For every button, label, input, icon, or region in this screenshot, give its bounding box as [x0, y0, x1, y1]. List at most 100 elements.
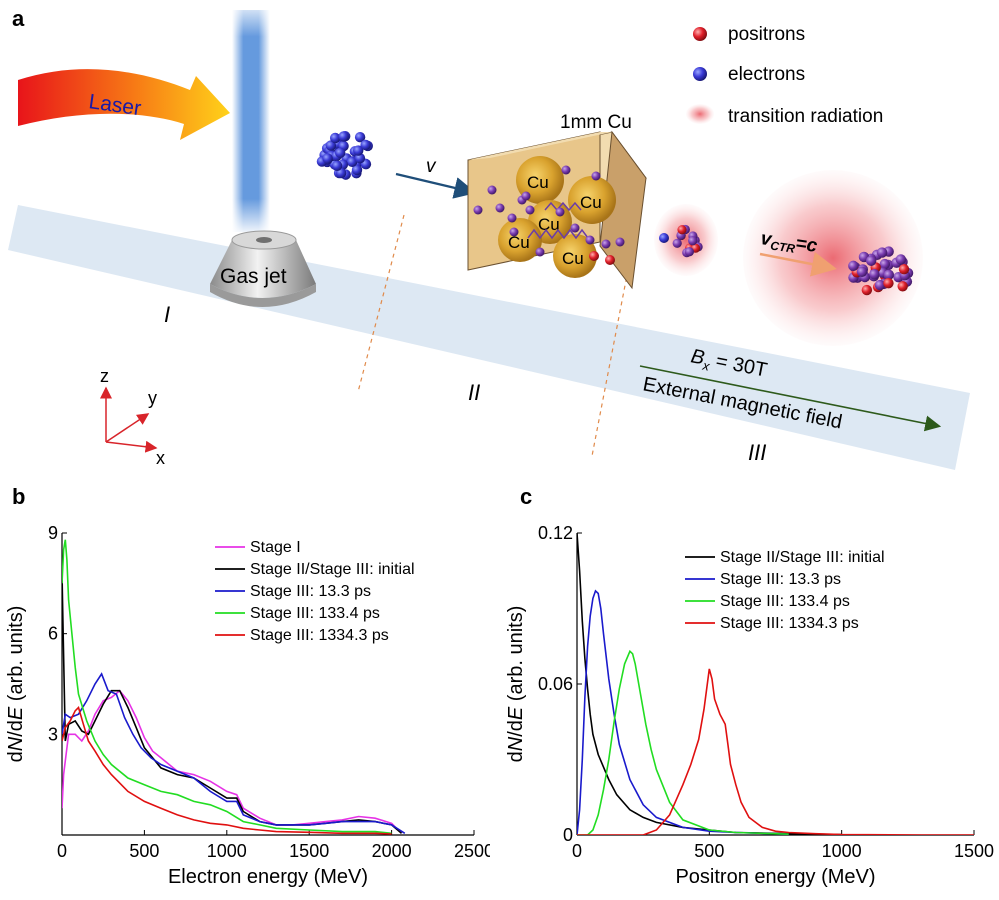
x-tick-label: 0	[57, 841, 67, 861]
transition-radiation-glow-1	[654, 204, 718, 276]
electron-particle	[360, 139, 371, 151]
electron-particle	[354, 131, 366, 143]
particle	[495, 203, 505, 213]
gas-jet-nozzle: Gas jet	[210, 230, 316, 307]
cu-atom-label: Cu	[527, 173, 549, 192]
schematic-diagram: Laser Gas jet v Cu Cu Cu Cu Cu	[8, 10, 970, 470]
particle	[677, 225, 687, 235]
y-tick-label: 9	[48, 523, 58, 543]
particle	[473, 205, 483, 215]
x-tick-label: 1500	[954, 841, 994, 861]
electron-particle	[330, 132, 341, 144]
series-line	[577, 668, 974, 835]
tr-legend-icon	[686, 104, 714, 124]
legend-entry: Stage III: 133.4 ps	[250, 605, 380, 622]
y-tick-label: 0.12	[538, 523, 573, 543]
axis-y-label: y	[148, 388, 157, 408]
exit-bunch	[659, 224, 703, 258]
panel-a-letter: a	[12, 6, 25, 31]
particle	[876, 247, 888, 258]
electron-legend-icon	[693, 67, 707, 81]
stage-label-1: I	[164, 302, 170, 327]
electron-particle	[346, 156, 358, 168]
cu-atom-label: Cu	[508, 233, 530, 252]
particle	[487, 185, 497, 195]
x-tick-label: 2000	[372, 841, 412, 861]
positron-particle	[605, 255, 615, 265]
coordinate-axes: z y x	[100, 366, 165, 468]
particle	[879, 258, 890, 270]
cu-atom-label: Cu	[562, 249, 584, 268]
legend-entry: Stage I	[250, 539, 301, 556]
particle	[509, 227, 519, 237]
electron-particle	[353, 145, 364, 156]
particle	[521, 191, 531, 201]
particle	[601, 239, 611, 249]
velocity-label: v	[426, 156, 437, 177]
electron-particle	[331, 160, 343, 171]
electron-particle	[338, 131, 349, 142]
velocity-arrow	[395, 172, 477, 199]
particle	[883, 269, 895, 281]
y-tick-label: 3	[48, 724, 58, 744]
particle	[895, 254, 907, 265]
legend-entry: Stage II/Stage III: initial	[250, 561, 415, 578]
particle	[535, 247, 545, 257]
electron-spectrum-chart: 0 500 1000 1500 2000 2500 3 6 9 Electron energy (…	[5, 523, 490, 888]
ctr-velocity-label: vCTR=c	[759, 228, 819, 259]
particle	[672, 238, 682, 248]
x-tick-label: 2500	[454, 841, 490, 861]
legend-positrons: positrons	[728, 24, 805, 45]
x-tick-label: 500	[129, 841, 159, 861]
legend-entry: Stage III: 13.3 ps	[250, 583, 371, 600]
cu-atom-label: Cu	[580, 193, 602, 212]
ctr-bunch	[848, 246, 914, 296]
stage-label-2: II	[468, 380, 480, 405]
x-tick-label: 1500	[289, 841, 329, 861]
particle	[585, 235, 595, 245]
y-tick-label: 0	[563, 825, 573, 845]
ctr-velocity-arrow	[759, 251, 837, 277]
electron-particle	[322, 153, 333, 164]
particle	[897, 281, 908, 292]
series-line	[577, 649, 789, 835]
particle	[883, 277, 894, 289]
legend-electrons: electrons	[728, 64, 805, 85]
legend-entry: Stage II/Stage III: initial	[720, 549, 885, 566]
stage-divider-1	[357, 214, 405, 393]
panel-b-letter: b	[12, 484, 26, 509]
x-tick-label: 500	[694, 841, 724, 861]
particle	[856, 266, 868, 277]
field-arrow	[639, 365, 942, 432]
target-label: 1mm Cu	[560, 112, 632, 133]
legend-entry: Stage III: 13.3 ps	[720, 571, 841, 588]
particle	[869, 269, 880, 280]
particle	[507, 213, 517, 223]
electron-particle	[659, 233, 669, 243]
x-axis-label: Positron energy (MeV)	[675, 866, 875, 888]
positron-particle	[589, 251, 599, 261]
particle	[561, 165, 571, 175]
electron-bunch	[316, 131, 373, 180]
series-line	[577, 589, 789, 835]
schematic-legend: positrons electrons transition radiation	[686, 24, 883, 127]
legend-transition-radiation: transition radiation	[728, 106, 883, 127]
copper-target: Cu Cu Cu Cu Cu	[467, 130, 647, 290]
electron-particle	[351, 164, 363, 176]
series-line	[62, 539, 392, 835]
particle	[874, 279, 886, 291]
legend-entry: Stage III: 133.4 ps	[720, 593, 850, 610]
particle	[525, 205, 535, 215]
particle	[898, 264, 910, 275]
series-line	[62, 705, 392, 835]
particle	[848, 260, 859, 272]
y-axis-label: dN/dE (arb. units)	[5, 606, 27, 763]
legend-entry: Stage III: 1334.3 ps	[720, 615, 859, 632]
panel-c-letter: c	[520, 484, 533, 509]
particle	[688, 236, 698, 246]
axis-x-label: x	[156, 448, 165, 468]
axis-z-label: z	[100, 366, 109, 386]
particle	[861, 284, 873, 296]
series-line	[62, 672, 406, 834]
cu-atom-label: Cu	[538, 215, 560, 234]
